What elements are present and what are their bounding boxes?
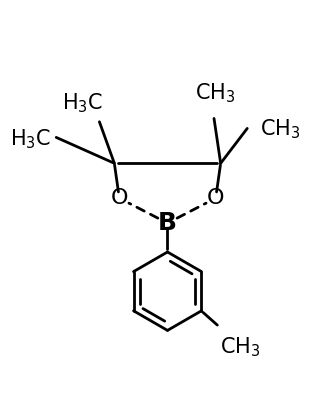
Text: $\mathrm{CH_3}$: $\mathrm{CH_3}$ bbox=[220, 335, 261, 359]
Text: O: O bbox=[111, 188, 128, 208]
Text: B: B bbox=[158, 211, 177, 235]
Text: $\mathrm{CH_3}$: $\mathrm{CH_3}$ bbox=[260, 117, 301, 141]
Text: $\mathrm{CH_3}$: $\mathrm{CH_3}$ bbox=[195, 81, 236, 105]
Text: $\mathrm{H_3C}$: $\mathrm{H_3C}$ bbox=[10, 127, 51, 151]
Text: O: O bbox=[207, 188, 224, 208]
Text: $\mathrm{H_3C}$: $\mathrm{H_3C}$ bbox=[62, 92, 104, 115]
